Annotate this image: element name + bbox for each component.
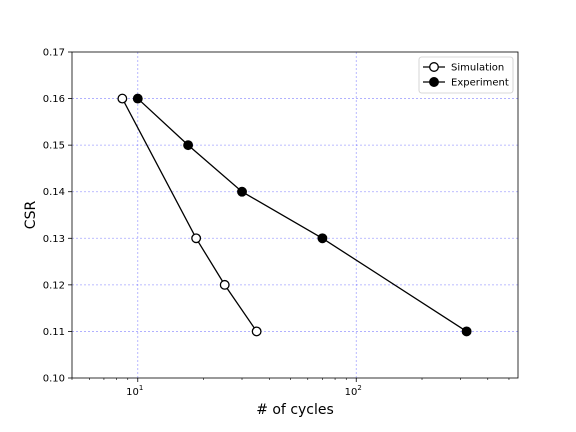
data-point-simulation	[117, 93, 128, 104]
y-tick-label: 0.17	[43, 48, 65, 59]
legend-marker	[429, 62, 439, 72]
x-tick-base: 10	[345, 387, 358, 398]
y-tick-label: 0.13	[43, 234, 65, 245]
series-line-experiment	[137, 98, 467, 332]
y-tick-label: 0.12	[43, 280, 65, 291]
x-tick-label: 102	[345, 384, 362, 398]
plot-area-frame	[71, 51, 519, 379]
series-line-simulation	[121, 98, 258, 332]
legend-box	[418, 56, 514, 94]
data-point-experiment	[132, 93, 143, 104]
data-point-experiment	[317, 233, 328, 244]
x-tick-base: 10	[126, 387, 139, 398]
x-tick-label: 101	[126, 384, 143, 398]
y-tick-label: 0.14	[43, 187, 65, 198]
x-tick-exponent: 1	[139, 384, 143, 392]
data-point-simulation	[251, 326, 262, 337]
x-axis-label: # of cycles	[256, 402, 334, 418]
series-layer	[117, 93, 472, 337]
data-point-experiment	[183, 140, 194, 151]
y-axis-label: CSR	[23, 201, 39, 230]
legend: Simulation Experiment	[418, 56, 514, 94]
legend-marker	[429, 77, 439, 87]
y-tick-label: 0.11	[43, 327, 65, 338]
y-tick-label: 0.10	[43, 374, 65, 385]
y-tick-label: 0.16	[43, 94, 65, 105]
x-tick-exponent: 2	[357, 384, 361, 392]
data-point-simulation	[191, 233, 202, 244]
legend-label: Simulation	[451, 63, 504, 74]
y-tick-label: 0.15	[43, 141, 65, 152]
data-point-simulation	[219, 279, 230, 290]
data-point-experiment	[461, 326, 472, 337]
data-point-experiment	[237, 186, 247, 197]
legend-label: Experiment	[451, 78, 509, 89]
